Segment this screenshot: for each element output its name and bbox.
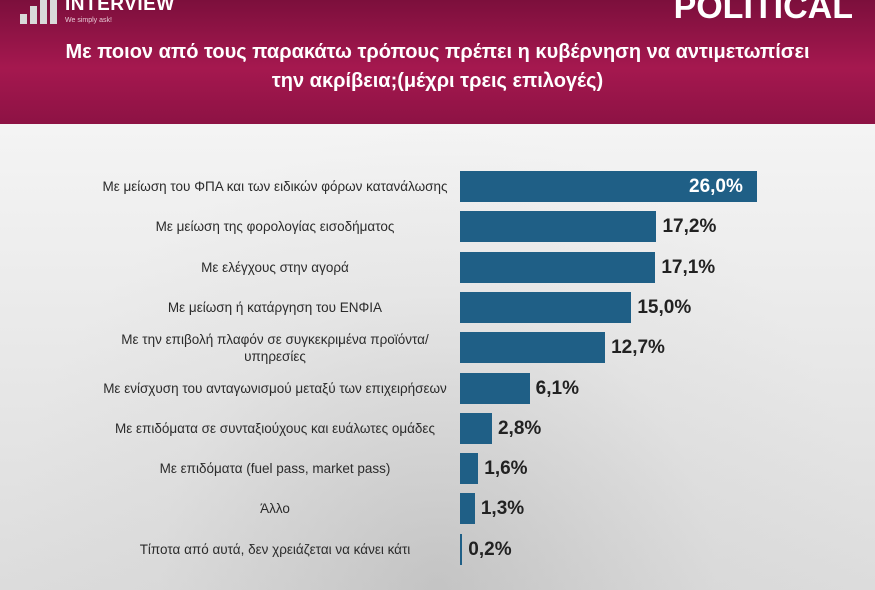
category-label: Με ενίσχυση του ανταγωνισμού μεταξύ των … [103, 380, 447, 396]
category-label: Με μείωση της φορολογίας εισοδήματος [155, 219, 395, 235]
bar [460, 372, 530, 404]
value-label: 1,6% [484, 458, 528, 480]
chart-title: Με ποιον από τους παρακάτω τρόπους πρέπε… [65, 41, 810, 92]
value-label: 2,8% [497, 417, 542, 439]
bar [460, 211, 657, 243]
value-label: 1,3% [480, 498, 525, 520]
category-label: Με επιδόματα σε συνταξιούχους και ευάλωτ… [115, 420, 435, 436]
category-label: Με την επιβολή πλαφόν σε συγκεκριμένα πρ… [121, 331, 429, 364]
value-label: 12,7% [611, 337, 665, 359]
brand-left-tagline: We simply ask! [65, 17, 112, 24]
value-label: 15,0% [637, 296, 692, 318]
bar [460, 332, 606, 364]
category-label: Με ελέγχους στην αγορά [201, 259, 349, 275]
category-label: Τίποτα από αυτά, δεν χρειάζεται να κάνει… [139, 541, 411, 557]
value-label: 6,1% [535, 377, 579, 399]
bar [460, 412, 492, 444]
interview-logo: INTERVIEW We simply ask! [20, 0, 175, 24]
bar [460, 291, 632, 323]
category-label: Άλλο [260, 501, 290, 517]
bar [460, 493, 475, 525]
header-banner: INTERVIEW We simply ask! POLITICAL Με πο… [0, 0, 875, 124]
brand-left-text: INTERVIEW [65, 0, 175, 15]
bar [460, 533, 463, 565]
category-label: Με μείωση ή κατάργηση του ΕΝΦΙΑ [167, 299, 383, 315]
value-label: 17,2% [662, 216, 717, 238]
category-label: Με μείωση του ΦΠΑ και των ειδικών φόρων … [102, 179, 448, 194]
bar [460, 453, 479, 485]
bar [460, 251, 656, 283]
bar [460, 171, 757, 202]
category-label: Με επιδόματα (fuel pass, market pass) [159, 461, 391, 477]
value-label: 0,2% [468, 538, 512, 560]
value-label: 17,1% [661, 256, 716, 278]
value-label: 26,0% [689, 176, 743, 197]
bars-logo-icon [20, 0, 57, 24]
political-logo: POLITICAL [673, 0, 853, 26]
